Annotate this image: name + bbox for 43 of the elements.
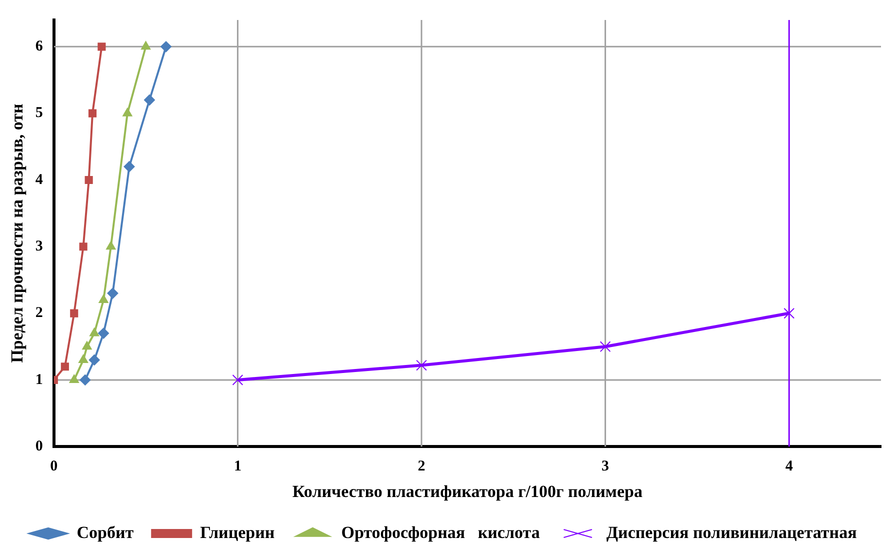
point — [80, 374, 91, 386]
point — [160, 41, 172, 52]
y-tick-label: 1 — [35, 372, 43, 388]
legend-label: Ортофосфорная кислота — [341, 522, 540, 542]
point — [82, 341, 92, 350]
point — [232, 374, 244, 386]
y-tick-label: 4 — [35, 172, 44, 188]
x-tick-label: 3 — [602, 458, 610, 474]
y-tick-label: 6 — [35, 38, 44, 55]
point — [98, 294, 108, 303]
x-tick-label: 4 — [785, 458, 794, 474]
point — [60, 362, 69, 371]
point — [98, 328, 110, 339]
legend-label: Глицерин — [200, 522, 275, 542]
y-tick-label: 5 — [35, 105, 43, 122]
point — [88, 109, 97, 118]
x-tick-label: 2 — [418, 458, 426, 474]
point — [106, 241, 116, 250]
y-tick-label: 2 — [35, 305, 43, 322]
point — [78, 354, 88, 363]
point — [70, 309, 78, 318]
point — [90, 328, 100, 336]
point — [69, 374, 79, 383]
x-tick-label: 0 — [50, 458, 58, 474]
legend-label: Сорбит — [76, 522, 134, 542]
point — [124, 161, 135, 172]
x-axis-title: Количество пластификатора г/100г полимера — [292, 482, 643, 502]
y-axis-title: Предел прочности на разрыв, отн — [8, 103, 27, 363]
legend-label: Дисперсия поливинилацетатная — [606, 522, 857, 542]
point — [88, 354, 100, 366]
point — [79, 242, 88, 251]
y-tick-label: 3 — [35, 238, 43, 255]
point — [107, 288, 118, 299]
point — [84, 176, 93, 184]
x-tick-label: 1 — [234, 458, 242, 474]
point — [784, 308, 795, 319]
y-tick-label: 0 — [35, 438, 43, 454]
point — [98, 42, 106, 51]
point — [416, 360, 427, 371]
point — [600, 341, 611, 352]
point — [122, 108, 132, 116]
point — [140, 41, 151, 50]
point — [144, 94, 155, 106]
